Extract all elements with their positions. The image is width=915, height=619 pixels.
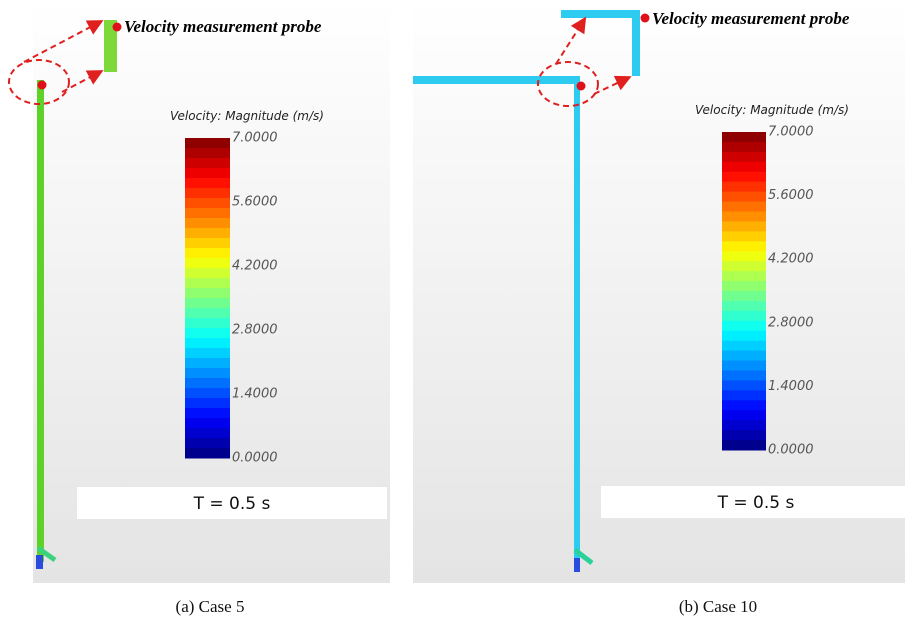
colorbar-band	[185, 278, 230, 289]
colorbar-band	[722, 172, 766, 182]
colorbar-band	[185, 288, 230, 299]
probe-inset-pipe	[561, 10, 640, 18]
colorbar-band	[185, 318, 230, 329]
colorbar-band	[185, 228, 230, 239]
colorbar-band	[722, 351, 766, 361]
colorbar-tick-label: 5.6000	[232, 195, 278, 210]
colorbar-band	[185, 258, 230, 269]
colorbar-band	[722, 430, 766, 440]
colorbar-tick-label: 4.2000	[232, 259, 278, 274]
colorbar-band	[185, 418, 230, 429]
colorbar-band	[185, 428, 230, 439]
colorbar-tick-label: 7.0000	[768, 125, 814, 140]
colorbar-band	[185, 328, 230, 339]
colorbar-band	[185, 338, 230, 349]
caption: (b) Case 10	[679, 597, 757, 616]
figure: Velocity measurement probe Velocity: Mag…	[0, 0, 915, 619]
colorbar-band	[185, 248, 230, 259]
pipe	[413, 76, 580, 84]
colorbar-title: Velocity: Magnitude (m/s)	[170, 109, 324, 123]
colorbar-band	[185, 438, 230, 449]
colorbar-band	[722, 142, 766, 152]
colorbar-title: Velocity: Magnitude (m/s)	[695, 103, 849, 117]
colorbar-band	[185, 298, 230, 309]
colorbar-band	[185, 358, 230, 369]
time-label: T = 0.5 s	[717, 493, 795, 513]
colorbar-band	[722, 311, 766, 321]
colorbar-tick-label: 4.2000	[768, 252, 814, 267]
colorbar-band	[722, 361, 766, 371]
pipe-outlet	[574, 558, 580, 572]
colorbar-band	[722, 132, 766, 142]
colorbar-band	[722, 251, 766, 261]
colorbar-band	[185, 308, 230, 319]
colorbar-band	[185, 188, 230, 199]
colorbar-tick-label: 7.0000	[232, 131, 278, 146]
colorbar-band	[722, 331, 766, 341]
colorbar-band	[722, 321, 766, 331]
probe-point	[113, 23, 122, 32]
probe-label: Velocity measurement probe	[124, 17, 322, 36]
pipe	[37, 80, 44, 562]
colorbar-tick-label: 2.8000	[768, 315, 814, 330]
colorbar-band	[185, 268, 230, 279]
colorbar-band	[722, 202, 766, 212]
colorbar-band	[722, 390, 766, 400]
colorbar-band	[722, 162, 766, 172]
probe-inset-pipe	[632, 10, 640, 76]
colorbar-tick-label: 1.4000	[768, 379, 814, 394]
pipe	[574, 76, 580, 564]
colorbar-tick-label: 0.0000	[232, 451, 278, 466]
colorbar-band	[722, 261, 766, 271]
colorbar-tick-label: 5.6000	[768, 188, 814, 203]
probe-point	[641, 14, 650, 23]
colorbar-band	[185, 208, 230, 219]
colorbar-band	[185, 348, 230, 359]
colorbar-tick-label: 1.4000	[232, 387, 278, 402]
colorbar-band	[185, 138, 230, 149]
colorbar-band	[722, 212, 766, 222]
colorbar-band	[722, 192, 766, 202]
colorbar-band	[722, 400, 766, 410]
colorbar-band	[722, 281, 766, 291]
colorbar-band	[185, 148, 230, 159]
time-label: T = 0.5 s	[193, 494, 271, 514]
colorbar-tick-label: 0.0000	[768, 443, 814, 458]
probe-label: Velocity measurement probe	[652, 9, 850, 28]
colorbar-band	[185, 178, 230, 189]
colorbar-band	[185, 158, 230, 169]
colorbar-band	[722, 380, 766, 390]
colorbar-band	[185, 388, 230, 399]
colorbar-band	[722, 241, 766, 251]
pipe-outlet	[36, 555, 43, 569]
colorbar-band	[722, 301, 766, 311]
colorbar-band	[185, 378, 230, 389]
probe-point	[577, 82, 586, 91]
probe-point	[38, 81, 47, 90]
colorbar-band	[185, 218, 230, 229]
colorbar-band	[185, 368, 230, 379]
colorbar-band	[722, 420, 766, 430]
colorbar-band	[722, 231, 766, 241]
colorbar-band	[185, 198, 230, 209]
colorbar-band	[722, 410, 766, 420]
colorbar-band	[722, 182, 766, 192]
colorbar-band	[185, 238, 230, 249]
colorbar-band	[185, 168, 230, 179]
colorbar-band	[722, 221, 766, 231]
colorbar-band	[722, 371, 766, 381]
colorbar-band	[185, 398, 230, 409]
colorbar-tick-label: 2.8000	[232, 323, 278, 338]
colorbar-band	[722, 341, 766, 351]
colorbar-band	[722, 440, 766, 450]
colorbar-band	[722, 152, 766, 162]
colorbar-band	[722, 271, 766, 281]
caption: (a) Case 5	[176, 597, 245, 616]
colorbar-band	[722, 291, 766, 301]
colorbar-band	[185, 408, 230, 419]
colorbar-band	[185, 448, 230, 459]
